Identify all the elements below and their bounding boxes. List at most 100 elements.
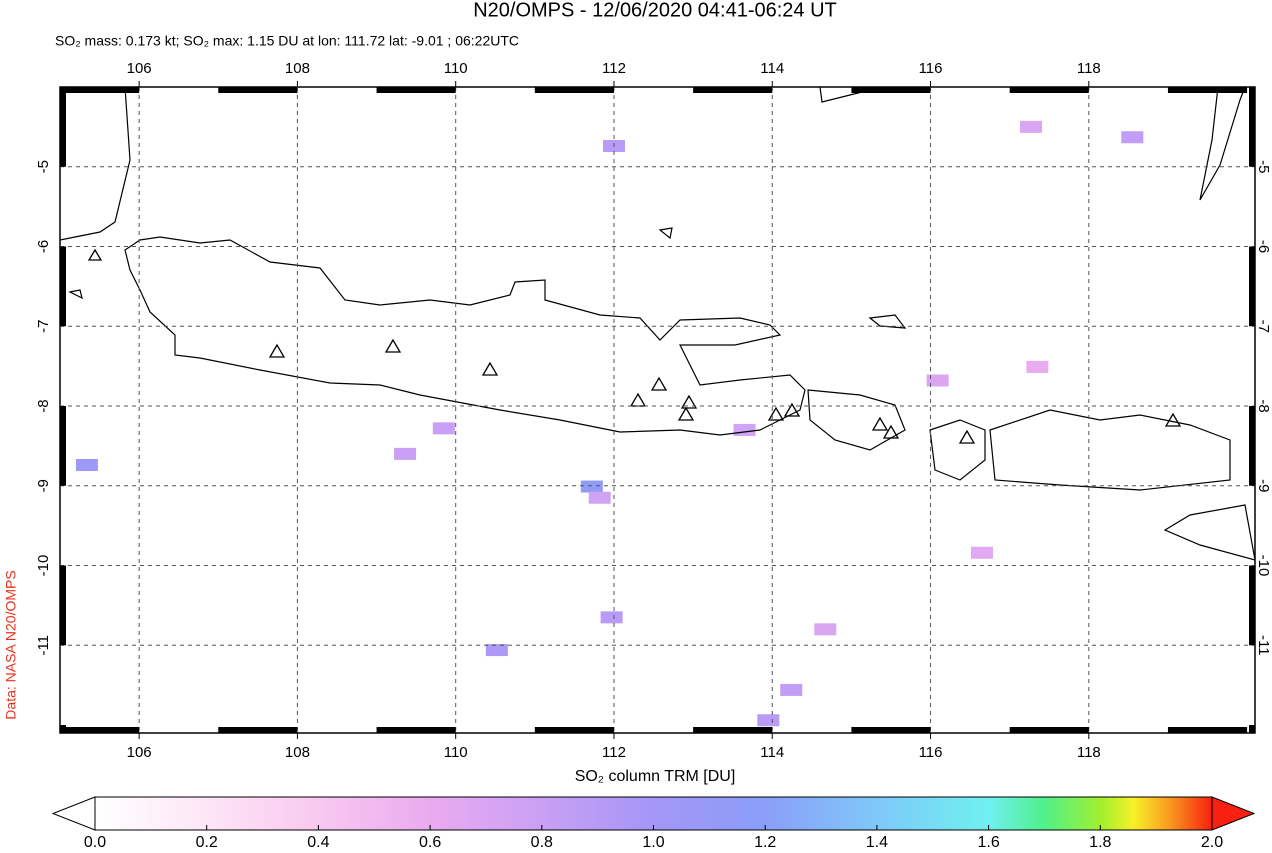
- y-tick-label: -6: [1255, 240, 1272, 253]
- colorbar-tick-label: 0.6: [419, 834, 441, 851]
- y-tick-label: -11: [35, 635, 52, 656]
- coastline: [124, 236, 806, 436]
- so2-pixel: [600, 611, 623, 624]
- colorbar-tick-label: 2.0: [1201, 834, 1223, 851]
- x-tick-label: 108: [285, 60, 310, 77]
- frame-bar: [1167, 727, 1248, 733]
- so2-pixel: [970, 546, 993, 559]
- pixel-layer: [75, 120, 1144, 727]
- y-tick-label: -9: [1255, 479, 1272, 492]
- frame-bar: [1249, 406, 1255, 486]
- so2-pixel: [75, 459, 98, 472]
- coastlines: [60, 87, 1255, 561]
- frame-bar: [60, 727, 140, 733]
- x-tick-label: 112: [602, 744, 626, 761]
- colorbar-tick-label: 0.0: [84, 834, 106, 851]
- frame-bar: [218, 727, 298, 733]
- so2-pixel: [1026, 360, 1049, 373]
- frame-bar: [693, 727, 773, 733]
- colorbar-tick-label: 0.4: [307, 834, 329, 851]
- frame-bar: [851, 87, 931, 93]
- x-tick-label: 114: [760, 744, 784, 761]
- x-tick-label: 114: [760, 60, 784, 77]
- so2-pixel: [1121, 131, 1144, 144]
- x-tick-label: 110: [444, 744, 468, 761]
- so2-pixel: [485, 644, 508, 657]
- colorbar-label: SO₂ column TRM [DU]: [575, 768, 736, 785]
- volcano: [87, 248, 1182, 444]
- so2-pixel: [394, 447, 417, 460]
- colorbar-tick-label: 1.6: [977, 834, 999, 851]
- y-tick-label: -5: [35, 160, 52, 173]
- x-tick-label: 108: [285, 744, 310, 761]
- colorbar-arrow: [1211, 796, 1256, 831]
- frame-bar: [1009, 727, 1089, 733]
- x-tick-label: 110: [444, 60, 468, 77]
- so2-pixel: [733, 423, 756, 436]
- so2-pixel: [1020, 120, 1043, 133]
- coastline: [68, 227, 907, 329]
- so2-pixel: [814, 623, 837, 636]
- coastline: [807, 389, 906, 451]
- coastline: [929, 419, 986, 481]
- x-tick-label: 116: [919, 744, 943, 761]
- y-tick-label: -9: [35, 479, 52, 492]
- frame-bar: [534, 727, 614, 733]
- y-tick-label: -10: [1255, 555, 1272, 577]
- y-tick-label: -5: [1255, 160, 1272, 173]
- y-tick-label: -11: [1255, 635, 1272, 656]
- x-tick-label: 118: [1077, 744, 1101, 761]
- so2-pixel: [432, 422, 455, 435]
- frame-bar: [60, 565, 66, 646]
- colorbar-tick-label: 0.2: [196, 834, 218, 851]
- frame-bar: [1249, 725, 1255, 733]
- x-tick-label: 106: [127, 60, 152, 77]
- frame-bar: [60, 87, 66, 167]
- y-tick-label: -7: [1255, 320, 1272, 333]
- frame-bar: [60, 246, 66, 327]
- y-tick-label: -7: [35, 320, 52, 333]
- so2-pixel: [757, 714, 780, 727]
- frame-bar: [60, 406, 66, 486]
- source-label: Data: NASA N20/OMPS: [3, 570, 19, 719]
- y-tick-label: -10: [35, 555, 52, 577]
- x-tick-label: 112: [602, 60, 626, 77]
- frame-bar: [60, 725, 66, 733]
- coastline: [60, 87, 131, 241]
- so2-pixel: [926, 374, 949, 387]
- chart-title: N20/OMPS - 12/06/2020 04:41-06:24 UT: [473, 0, 837, 21]
- so2-pixel: [580, 480, 603, 493]
- y-tick-label: -6: [35, 240, 52, 253]
- y-tick-label: -8: [1255, 399, 1272, 412]
- frame-bar: [218, 87, 298, 93]
- volcanoes: [87, 248, 1182, 444]
- coastline: [1163, 504, 1255, 561]
- colorbar-arrow: [51, 796, 96, 831]
- chart-subtitle: SO₂ mass: 0.173 kt; SO₂ max: 1.15 DU at …: [55, 33, 519, 49]
- frame-bar: [376, 87, 456, 93]
- frame-bar: [534, 87, 614, 93]
- frame-bar: [1167, 87, 1248, 93]
- so2-pixel: [588, 491, 611, 504]
- colorbar-tick-label: 1.8: [1089, 834, 1111, 851]
- so2-pixel: [780, 683, 803, 696]
- y-tick-label: -8: [35, 399, 52, 412]
- axes: 106 106 108 108 110 110 112 112 114 114 116 116 118 1…: [35, 60, 1272, 761]
- frame-bar: [693, 87, 773, 93]
- colorbar-tick-label: 1.2: [754, 834, 776, 851]
- frame-bar: [376, 727, 456, 733]
- frame-bar: [60, 87, 140, 93]
- x-tick-label: 116: [919, 60, 943, 77]
- colorbar-tick-label: 0.8: [531, 834, 553, 851]
- colorbar: 0.0 0.2 0.4 0.6 0.8 1.0 1.2 1.4 1.6 1.8 2.0: [51, 796, 1256, 851]
- coastline: [989, 409, 1231, 491]
- colorbar-tick-label: 1.0: [642, 834, 664, 851]
- frame-bar: [1249, 246, 1255, 327]
- map-frame: [59, 86, 1256, 734]
- x-tick-label: 106: [127, 744, 152, 761]
- colorbar-tick-label: 1.4: [866, 834, 888, 851]
- frame-bar: [1249, 565, 1255, 646]
- x-tick-label: 118: [1077, 60, 1101, 77]
- coastline: [1199, 87, 1246, 201]
- frame-bar: [851, 727, 931, 733]
